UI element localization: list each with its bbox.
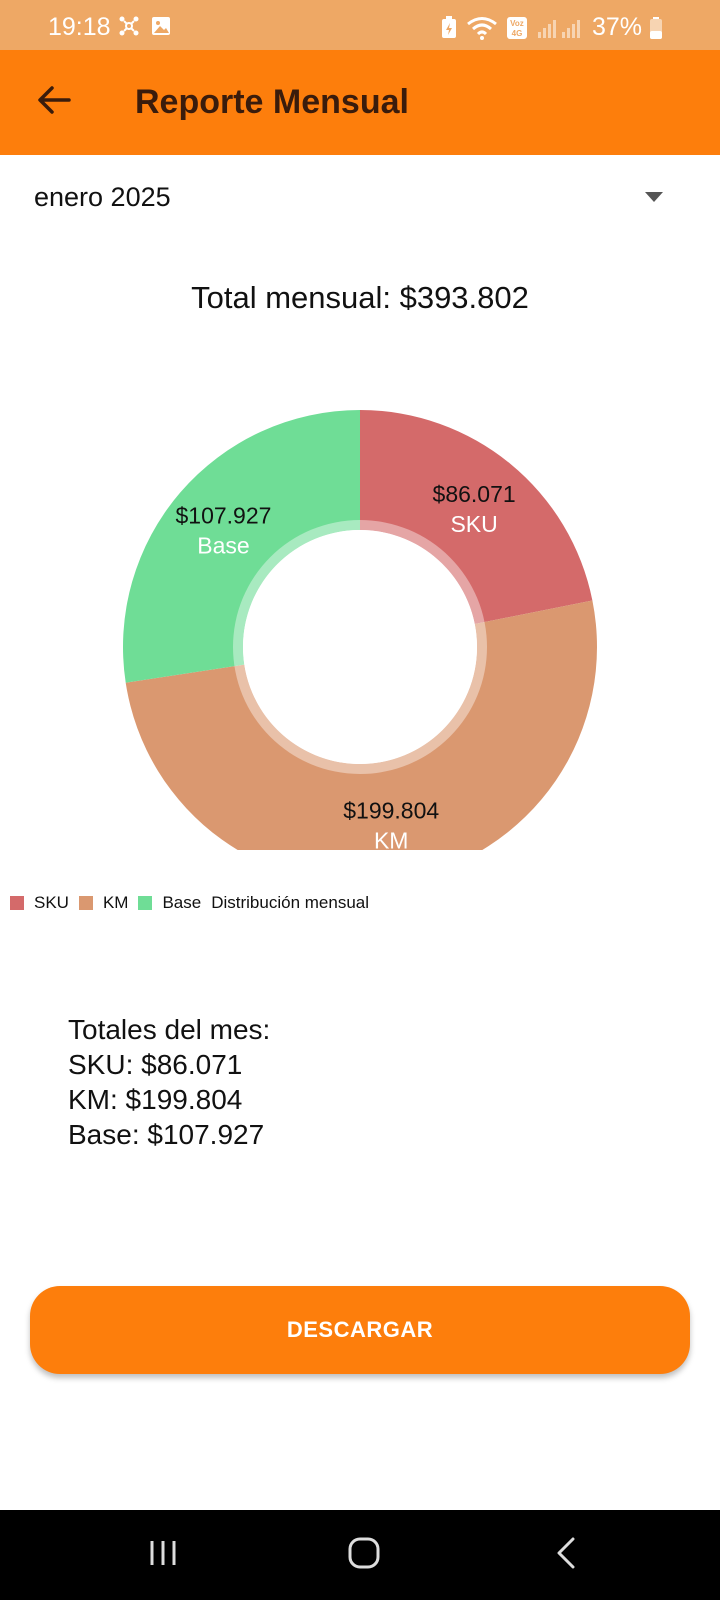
battery-icon — [650, 16, 662, 39]
slice-base — [123, 410, 360, 683]
page-title: Reporte Mensual — [135, 83, 409, 121]
monthly-total: Total mensual: $393.802 — [191, 280, 529, 315]
svg-text:4G: 4G — [512, 29, 523, 38]
network-icon — [118, 15, 140, 42]
slice-value-sku: $86.071 — [433, 481, 516, 507]
slice-sku — [360, 410, 593, 625]
month-totals: Totales del mes: SKU: $86.071 KM: $199.8… — [68, 1012, 270, 1152]
donut-chart: $86.071 SKU $199.804 KM $107.927 Base — [123, 410, 597, 850]
legend-swatch-km — [78, 896, 93, 910]
dropdown-caret-icon — [644, 190, 664, 208]
totals-heading: Totales del mes: — [68, 1014, 271, 1045]
slice-km — [125, 600, 597, 850]
svg-text:Voz: Voz — [510, 19, 524, 28]
month-selector[interactable]: enero 2025 — [24, 170, 696, 226]
system-nav-bar — [0, 1510, 720, 1600]
battery-saver-icon — [440, 15, 458, 40]
wifi-icon — [466, 16, 498, 40]
totals-km: KM: $199.804 — [68, 1084, 243, 1115]
legend-item-sku: SKU — [10, 893, 69, 913]
download-button[interactable]: DESCARGAR — [30, 1286, 690, 1374]
home-icon — [348, 1537, 380, 1574]
signal-icon — [536, 16, 584, 40]
nav-back-button[interactable] — [546, 1537, 586, 1573]
status-bar: 19:18 Voz 4G 37% — [0, 0, 720, 50]
slice-label-km: KM — [374, 827, 409, 850]
legend-label-sku: SKU — [34, 893, 69, 912]
status-time: 19:18 — [48, 13, 111, 41]
totals-sku: SKU: $86.071 — [68, 1049, 243, 1080]
recents-icon — [147, 1539, 179, 1572]
recents-button[interactable] — [143, 1537, 183, 1573]
slice-value-base: $107.927 — [176, 503, 272, 529]
donut-hole — [243, 530, 477, 764]
back-icon — [555, 1537, 577, 1574]
battery-percent: 37% — [591, 13, 642, 41]
chart-legend: SKU KM Base Distribución mensual — [10, 893, 369, 913]
arrow-back-icon — [37, 85, 71, 120]
volte-icon: Voz 4G — [506, 16, 528, 40]
month-value: enero 2025 — [34, 182, 171, 212]
totals-base: Base: $107.927 — [68, 1119, 265, 1150]
legend-label-km: KM — [102, 893, 129, 912]
legend-item-km: KM — [78, 893, 129, 913]
app-bar: Reporte Mensual — [0, 50, 720, 155]
home-button[interactable] — [344, 1537, 384, 1573]
legend-swatch-sku — [10, 896, 24, 910]
legend-label-base: Base — [162, 893, 202, 912]
slice-value-km: $199.804 — [343, 797, 439, 823]
slice-label-base: Base — [197, 533, 249, 559]
slice-label-sku: SKU — [450, 511, 497, 537]
back-button[interactable] — [30, 78, 78, 126]
legend-swatch-base — [138, 896, 153, 910]
legend-item-base: Base — [138, 893, 201, 913]
legend-description: Distribución mensual — [211, 893, 370, 912]
gallery-icon — [150, 15, 172, 42]
